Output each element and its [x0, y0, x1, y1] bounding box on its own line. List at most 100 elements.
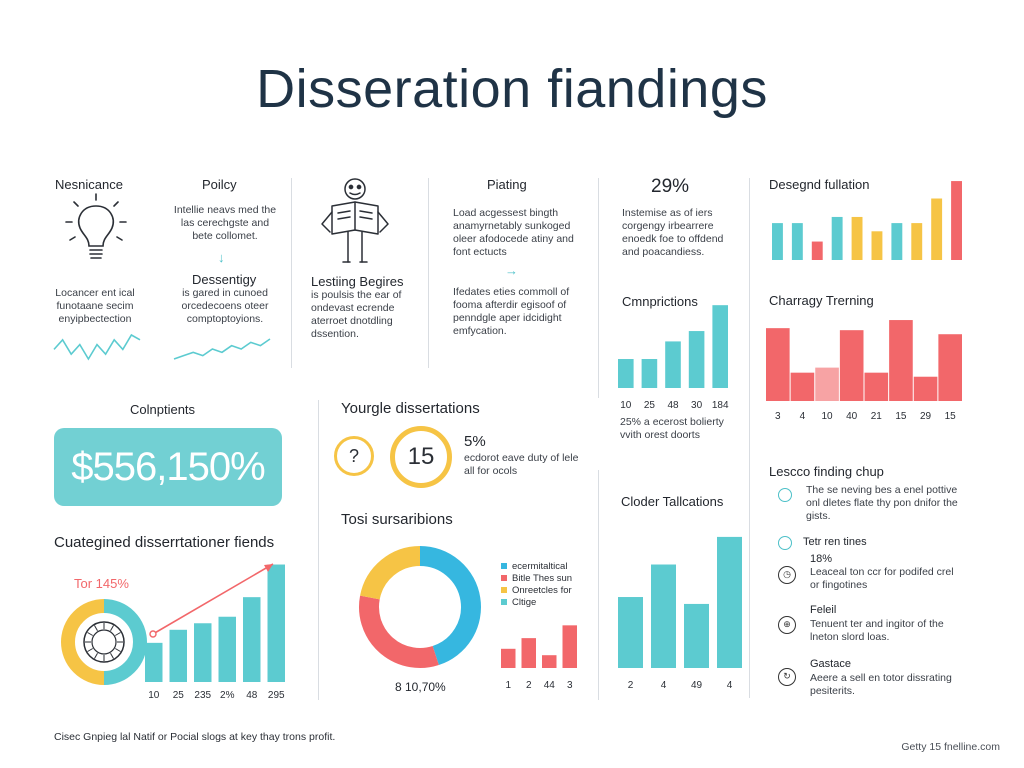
compriptions-bar [665, 341, 681, 388]
lescco-heading: Lescco finding chup [769, 464, 884, 479]
legend-label: Bitle Thes sun [512, 572, 573, 584]
clocker-tick-label: 2 [627, 680, 634, 691]
clocker-bar [618, 597, 643, 668]
percent-value: 29% [651, 176, 690, 197]
compriptions-heading: Cmnprictions [622, 294, 698, 309]
gear-icon-tooth [94, 625, 98, 631]
charragy-bar [889, 320, 913, 401]
legend-item: ecermitaltical [501, 560, 572, 572]
design-bar [911, 223, 923, 260]
count-ring: 15 [390, 426, 452, 488]
compriptions-tick-label: 184 [711, 400, 729, 411]
globe-icon: ⊕ [778, 616, 796, 634]
gear-icon-tooth [87, 648, 93, 652]
gear-icon-tooth [115, 648, 121, 652]
categined-ticks: 10 25 235 2% 48 295 [145, 690, 285, 702]
compriptions-tick-label: 25 [643, 400, 655, 411]
charragy-tick-label: 21 [870, 411, 882, 422]
clock-icon: ◷ [778, 566, 796, 584]
design-bar [851, 216, 863, 260]
divider [318, 400, 319, 700]
clocker-bar [717, 536, 742, 668]
clocker-ticks: 2 4 49 4 [618, 680, 742, 692]
sursaribions-mini-chart [501, 625, 577, 668]
significance-sparkline-line [53, 333, 141, 361]
charragy-bar [938, 334, 962, 401]
charragy-bar [839, 330, 864, 401]
lescco-item-title: Gastace [810, 658, 851, 670]
categined-bar [218, 616, 236, 682]
charragy-bar [864, 372, 889, 401]
design-bar [891, 223, 903, 260]
gear-icon-tooth [94, 653, 98, 659]
lescco-item-text: Leaceal ton ccr for podifed crel or fing… [810, 566, 954, 591]
compriptions-note: 25% a ecerost bolierty vvith orest doort… [620, 416, 724, 441]
categined-chart [145, 563, 285, 682]
divider [428, 178, 429, 368]
categined-donut [61, 599, 147, 685]
clocker-tick-label: 4 [726, 680, 733, 691]
lescco-item-title: Tetr ren tines [803, 536, 867, 548]
categined-tick-label: 235 [194, 690, 212, 701]
charragy-tick-label: 10 [821, 411, 833, 422]
legend-item: Bitle Thes sun [501, 572, 572, 584]
circle-icon [778, 536, 792, 550]
trend-arrowhead [264, 564, 273, 572]
arrow-down-icon: ↓ [218, 250, 225, 265]
design-bar [831, 216, 843, 260]
categined-bar [194, 623, 212, 682]
gear-icon-tooth [110, 653, 114, 659]
legend-label: Cltige [512, 596, 537, 608]
lightbulb-icon [65, 193, 127, 259]
compriptions-tick-label: 30 [691, 400, 703, 411]
charragy-tick-label: 3 [775, 411, 781, 422]
clocker-tick-label: 4 [660, 680, 667, 691]
charragy-tick-label: 40 [846, 411, 858, 422]
legend-label: Onreetcles for [512, 584, 572, 596]
clocker-tick-label: 49 [690, 680, 703, 691]
design-bar [931, 198, 943, 260]
components-heading: Colnptients [130, 402, 196, 417]
plating-text: Load acgessest bingth anamyrnetably sunk… [453, 207, 574, 258]
sursaribions-donut-slice [419, 546, 481, 666]
legend-label: ecermitaltical [512, 560, 568, 572]
policy-sub-text: is gared in cunoed orcedecoens oteer com… [181, 287, 269, 325]
refresh-icon: ↻ [778, 668, 796, 686]
legend-swatch [501, 599, 507, 605]
categined-bar [267, 564, 285, 682]
significance-heading: Nesnicance [55, 177, 123, 192]
compriptions-bar [712, 305, 728, 388]
design-chart [772, 181, 962, 260]
charragy-bar [815, 367, 839, 401]
categined-tick-label: 10 [148, 690, 160, 701]
sursaribions-mini-ticks: 1 2 44 3 [501, 680, 577, 692]
legend-swatch [501, 575, 507, 581]
trend-start-dot [149, 630, 157, 638]
plating-heading: Piating [487, 177, 527, 192]
circle-icon [778, 488, 792, 502]
categined-trend-label: Tor 145% [74, 576, 129, 591]
clocker-bar [684, 603, 709, 668]
compriptions-chart [618, 305, 728, 388]
categined-heading: Cuategined disserrtationer fiends [54, 534, 275, 551]
categined-tick-label: 295 [267, 690, 285, 701]
charragy-tick-label: 4 [799, 411, 806, 422]
charragy-chart [766, 320, 962, 401]
policy-sub-heading: Dessentigy [192, 272, 257, 287]
arrow-right-icon: → [505, 263, 518, 278]
compriptions-bar [641, 359, 658, 388]
compriptions-bar [688, 331, 705, 388]
gear-icon-tooth [110, 625, 114, 631]
trend-line [152, 563, 274, 635]
policy-heading: Poilcy [202, 177, 237, 192]
sursaribions-donut-slice [360, 546, 421, 600]
youngle-text: ecdorot eave duty of lele all for ocols [464, 452, 579, 477]
gear-icon-inner [91, 629, 117, 655]
charragy-heading: Charragy Trerning [769, 293, 874, 308]
footer-note: Cisec Gnpieg lal Natif or Pocial slogs a… [54, 731, 336, 743]
sursaribions-donut-label: 8 10,70% [395, 680, 446, 694]
design-heading: Desegnd fullation [769, 177, 870, 192]
divider [291, 178, 292, 368]
categined-donut-slice [61, 599, 105, 685]
sursaribions-legend: ecermitaltical Bitle Thes sun Onreetcles… [501, 560, 572, 608]
